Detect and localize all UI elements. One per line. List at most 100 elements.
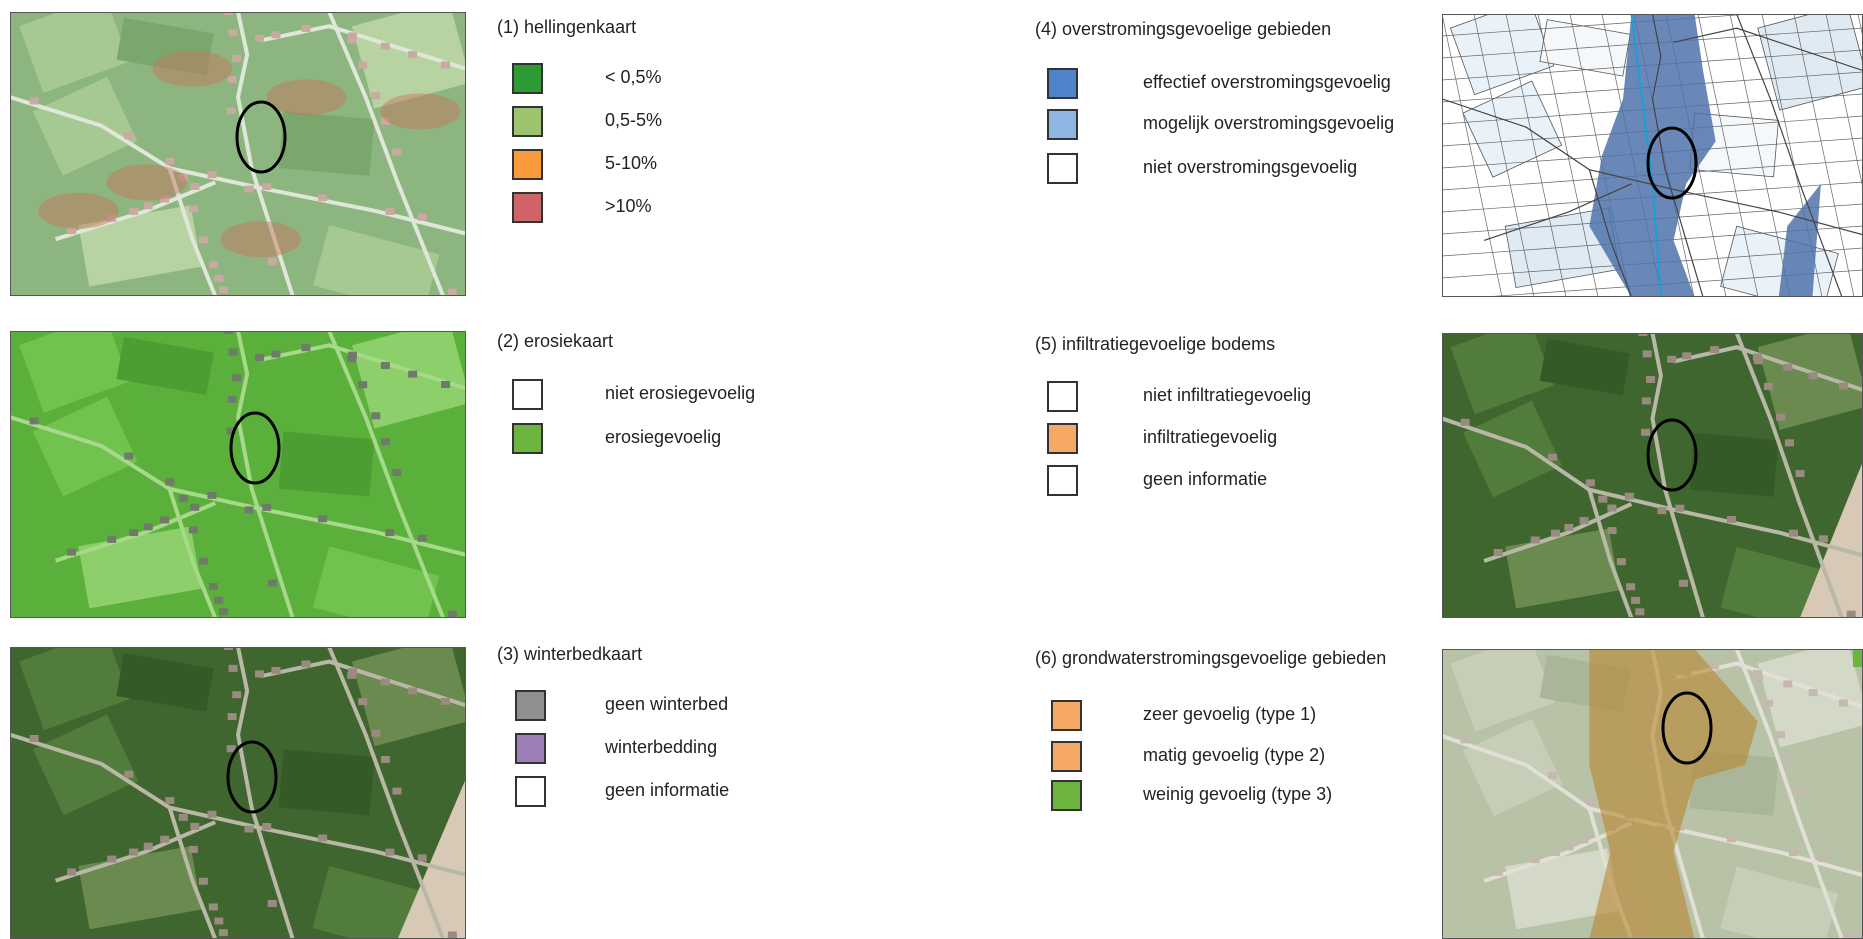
legend-label: winterbedding xyxy=(604,737,717,757)
legend: (6) grondwaterstromingsgevoelige gebiede… xyxy=(1035,648,1386,811)
map-building xyxy=(1642,350,1652,358)
map-building xyxy=(1808,689,1818,697)
map-building xyxy=(262,183,272,191)
map-road xyxy=(235,331,295,618)
map-road xyxy=(1483,183,1632,241)
map-field xyxy=(78,846,202,930)
map-building xyxy=(129,207,139,215)
legend-swatch xyxy=(1047,465,1078,496)
map-road xyxy=(54,501,216,563)
map-building xyxy=(267,899,277,907)
map-building xyxy=(1726,835,1736,843)
legend: (5) infiltratiegevoelige bodems niet infi… xyxy=(1035,334,1311,496)
map-field xyxy=(1539,338,1631,396)
map-building xyxy=(1838,382,1848,390)
map-building xyxy=(214,596,224,604)
map-building xyxy=(1585,479,1595,487)
legend-title: (3) winterbedkaart xyxy=(497,644,642,664)
map-building xyxy=(1631,596,1641,604)
map-building xyxy=(1626,583,1636,591)
map-building xyxy=(1675,504,1685,512)
map-building xyxy=(392,148,402,156)
map-road xyxy=(260,24,466,71)
map-building xyxy=(1530,856,1540,864)
map-building xyxy=(188,526,198,534)
map-building xyxy=(67,868,77,876)
map-parcel-line xyxy=(1505,14,1567,297)
map-building xyxy=(1763,382,1773,390)
legend: (3) winterbedkaart geen winterbed winterbe… xyxy=(497,644,729,807)
location-marker xyxy=(1646,126,1698,200)
map-building xyxy=(67,548,77,556)
map-building xyxy=(226,427,236,435)
map-building xyxy=(228,29,238,37)
map-building xyxy=(262,823,272,831)
map-building xyxy=(178,174,188,182)
legend-label: geen winterbed xyxy=(605,694,728,714)
map-building xyxy=(1564,843,1574,851)
map-parcel-line xyxy=(1442,14,1447,15)
map-building xyxy=(301,25,311,33)
map-building xyxy=(417,213,427,221)
map-building xyxy=(271,666,281,674)
map-road xyxy=(327,12,446,296)
map-building xyxy=(218,929,228,937)
slope-patch xyxy=(38,192,119,229)
legend-title: (1) hellingenkaart xyxy=(497,17,636,37)
map-parcel-line xyxy=(1793,14,1855,297)
map-building xyxy=(218,608,228,616)
map-field xyxy=(1757,14,1863,111)
map-building xyxy=(1598,495,1608,503)
map-field xyxy=(278,111,375,176)
legend-swatch xyxy=(1051,700,1082,731)
map-field xyxy=(1505,528,1620,609)
map-building xyxy=(1460,736,1470,744)
map-building xyxy=(165,797,175,805)
map-road xyxy=(260,343,466,391)
map-parcel-line xyxy=(1442,14,1503,297)
map-building xyxy=(392,787,402,795)
legend-swatch xyxy=(515,776,546,807)
map-building xyxy=(408,51,418,59)
map-building xyxy=(1460,418,1470,426)
map-building xyxy=(1808,372,1818,380)
map-building xyxy=(1726,515,1736,523)
map-building xyxy=(1795,470,1805,478)
map-field xyxy=(78,205,202,287)
map-building xyxy=(262,503,272,511)
map-building xyxy=(380,117,390,125)
map-building xyxy=(441,380,451,388)
map-field xyxy=(1450,333,1554,415)
map-building xyxy=(198,557,208,565)
map-building xyxy=(441,61,451,69)
map-building xyxy=(188,205,198,213)
map-building xyxy=(1846,931,1856,939)
map-building xyxy=(348,32,358,40)
map-field xyxy=(397,778,466,939)
map-building xyxy=(1753,357,1763,365)
map-building xyxy=(301,344,311,352)
map-building xyxy=(160,835,170,843)
legend: (1) hellingenkaart < 0,5% 0,5-5% 5-10% >10% xyxy=(497,17,662,223)
map-building xyxy=(1635,608,1645,616)
legend-label: mogelijk overstromingsgevoelig xyxy=(1143,113,1394,133)
map-building xyxy=(417,854,427,862)
map-building xyxy=(1530,536,1540,544)
map-field xyxy=(19,12,130,93)
map-building xyxy=(244,825,254,833)
map-building xyxy=(226,107,236,115)
map-frame xyxy=(10,12,466,296)
map-building xyxy=(198,236,208,244)
map-field xyxy=(1450,649,1555,732)
legend-label: 0,5-5% xyxy=(605,110,662,130)
map-building xyxy=(1818,535,1828,543)
map-building xyxy=(214,917,224,925)
location-marker xyxy=(226,740,278,814)
map-road xyxy=(1734,649,1844,939)
map-building xyxy=(1753,669,1763,677)
location-marker xyxy=(235,100,287,174)
legend-swatch xyxy=(1047,68,1078,99)
map-building xyxy=(318,194,328,202)
map-building xyxy=(1493,549,1503,557)
map-field xyxy=(313,225,440,296)
